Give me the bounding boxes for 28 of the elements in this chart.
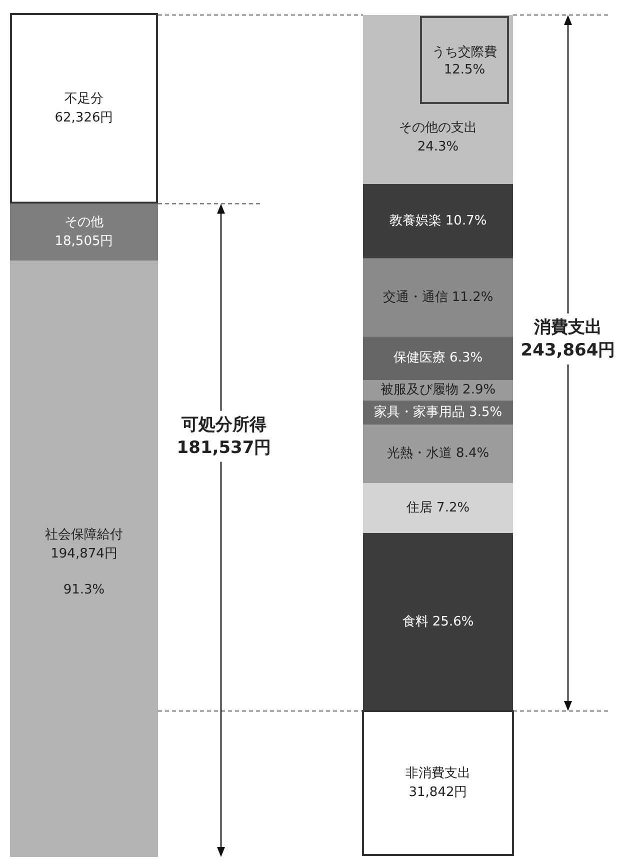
data-label: 24.3% [417, 139, 459, 154]
text: 光熱・水道 8.4% [386, 446, 490, 462]
series-label: 不足分 [64, 91, 104, 106]
bar [363, 482, 513, 533]
bar [363, 336, 513, 380]
data-label: 62,326円 [54, 110, 114, 126]
text: 教養娯楽 10.7% [389, 214, 487, 229]
bar [363, 184, 513, 258]
data-label: 194,874円 [50, 546, 118, 562]
annotation: うち交際費 12.5% [432, 44, 497, 78]
data-label: 18,505円 [54, 234, 114, 250]
text: 保健医療 6.3% [393, 350, 483, 366]
series-label: 社会保障給付 [45, 528, 123, 543]
series-label: その他 [64, 215, 104, 230]
text: 食料 25.6% [402, 614, 474, 630]
series-label: その他の支出 [399, 120, 477, 136]
text: 非消費支出 [406, 766, 470, 781]
text: 31,842円 [408, 785, 468, 800]
text: 交通・通信 11.2% [382, 290, 494, 305]
text: 住居 7.2% [406, 500, 470, 516]
text: 被服及び履物 2.9% [380, 382, 496, 398]
annotation: 91.3% [63, 582, 105, 598]
bar [363, 258, 513, 336]
bar [363, 15, 513, 184]
bar [363, 424, 513, 483]
text: 消費支出 243,864円 [520, 317, 616, 360]
text: 可処分所得 181,537円 [176, 414, 272, 458]
text: 家具・家事用品 3.5% [374, 404, 502, 420]
